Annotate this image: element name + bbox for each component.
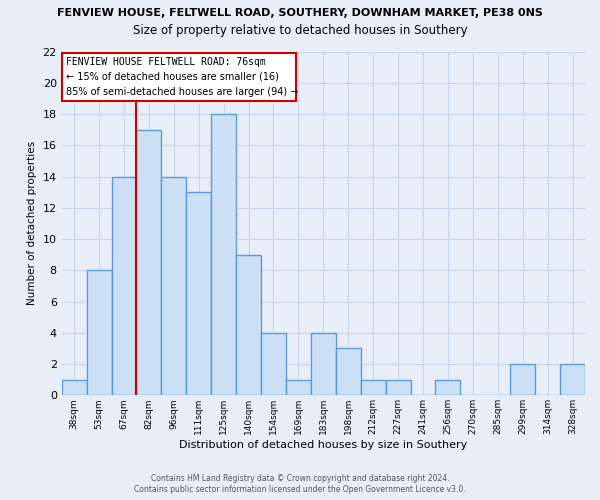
- FancyBboxPatch shape: [62, 53, 296, 100]
- Bar: [236, 254, 261, 396]
- Bar: [112, 176, 136, 396]
- Text: 85% of semi-detached houses are larger (94) →: 85% of semi-detached houses are larger (…: [66, 87, 298, 97]
- Text: FENVIEW HOUSE FELTWELL ROAD: 76sqm: FENVIEW HOUSE FELTWELL ROAD: 76sqm: [66, 57, 266, 67]
- Bar: [62, 380, 86, 396]
- Bar: [361, 380, 386, 396]
- Bar: [336, 348, 361, 396]
- X-axis label: Distribution of detached houses by size in Southery: Distribution of detached houses by size …: [179, 440, 467, 450]
- Text: FENVIEW HOUSE, FELTWELL ROAD, SOUTHERY, DOWNHAM MARKET, PE38 0NS: FENVIEW HOUSE, FELTWELL ROAD, SOUTHERY, …: [57, 8, 543, 18]
- Bar: [286, 380, 311, 396]
- Bar: [136, 130, 161, 396]
- Bar: [211, 114, 236, 396]
- Y-axis label: Number of detached properties: Number of detached properties: [27, 142, 37, 306]
- Bar: [436, 380, 460, 396]
- Text: ← 15% of detached houses are smaller (16): ← 15% of detached houses are smaller (16…: [66, 72, 279, 82]
- Bar: [86, 270, 112, 396]
- Bar: [186, 192, 211, 396]
- Bar: [510, 364, 535, 396]
- Bar: [560, 364, 585, 396]
- Bar: [161, 176, 186, 396]
- Text: Size of property relative to detached houses in Southery: Size of property relative to detached ho…: [133, 24, 467, 37]
- Bar: [386, 380, 410, 396]
- Bar: [261, 333, 286, 396]
- Text: Contains HM Land Registry data © Crown copyright and database right 2024.
Contai: Contains HM Land Registry data © Crown c…: [134, 474, 466, 494]
- Bar: [311, 333, 336, 396]
